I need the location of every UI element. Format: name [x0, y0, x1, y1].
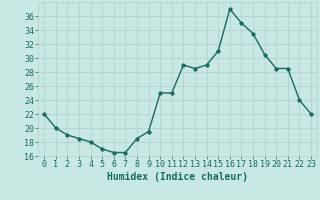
- X-axis label: Humidex (Indice chaleur): Humidex (Indice chaleur): [107, 172, 248, 182]
